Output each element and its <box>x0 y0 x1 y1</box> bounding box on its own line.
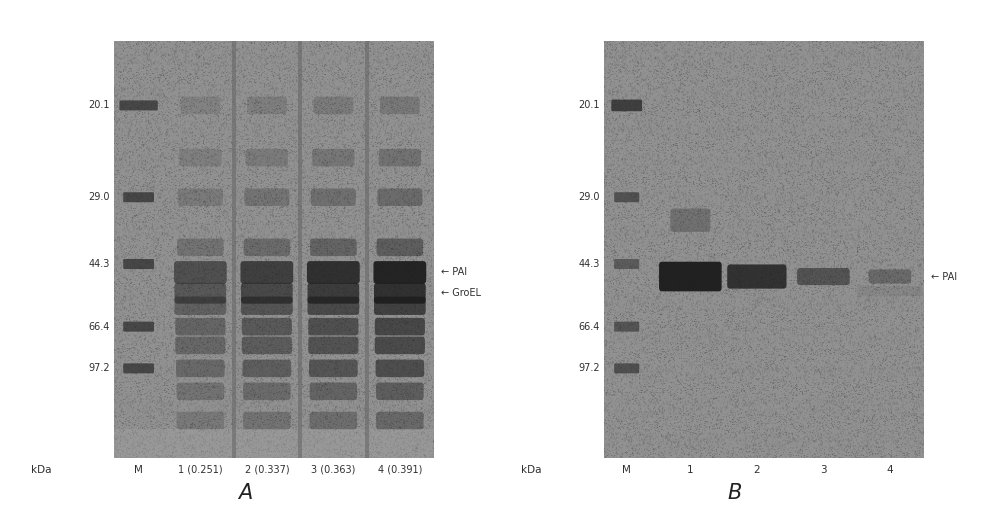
FancyBboxPatch shape <box>311 188 356 206</box>
FancyBboxPatch shape <box>178 188 223 206</box>
Text: 97.2: 97.2 <box>88 363 110 374</box>
Text: M: M <box>622 465 631 475</box>
FancyBboxPatch shape <box>119 100 158 110</box>
FancyBboxPatch shape <box>177 412 224 429</box>
FancyBboxPatch shape <box>309 359 358 377</box>
Text: 2 (0.337): 2 (0.337) <box>245 465 289 475</box>
FancyBboxPatch shape <box>376 412 424 429</box>
FancyBboxPatch shape <box>244 239 290 256</box>
FancyBboxPatch shape <box>174 283 226 304</box>
FancyBboxPatch shape <box>307 261 360 284</box>
FancyBboxPatch shape <box>243 383 291 400</box>
FancyBboxPatch shape <box>176 359 225 377</box>
FancyBboxPatch shape <box>375 336 425 354</box>
Text: 97.2: 97.2 <box>578 363 600 374</box>
FancyBboxPatch shape <box>310 412 357 429</box>
FancyBboxPatch shape <box>247 97 287 114</box>
FancyBboxPatch shape <box>242 336 292 354</box>
FancyBboxPatch shape <box>376 359 424 377</box>
Text: ← GroEL: ← GroEL <box>441 288 481 298</box>
FancyBboxPatch shape <box>174 297 226 315</box>
FancyBboxPatch shape <box>313 97 353 114</box>
FancyBboxPatch shape <box>179 149 222 166</box>
FancyBboxPatch shape <box>614 363 639 374</box>
FancyBboxPatch shape <box>175 336 225 354</box>
FancyBboxPatch shape <box>376 383 424 400</box>
FancyBboxPatch shape <box>174 261 227 284</box>
FancyBboxPatch shape <box>307 297 359 315</box>
FancyBboxPatch shape <box>377 239 423 256</box>
FancyBboxPatch shape <box>375 318 425 335</box>
FancyBboxPatch shape <box>611 100 642 111</box>
FancyBboxPatch shape <box>670 209 710 232</box>
FancyBboxPatch shape <box>380 97 420 114</box>
Text: 3: 3 <box>820 465 827 475</box>
Text: kDa: kDa <box>521 465 541 475</box>
Text: 1: 1 <box>687 465 694 475</box>
FancyBboxPatch shape <box>308 318 358 335</box>
FancyBboxPatch shape <box>310 239 357 256</box>
Text: 20.1: 20.1 <box>579 100 600 110</box>
Text: 44.3: 44.3 <box>89 259 110 269</box>
Text: 3 (0.363): 3 (0.363) <box>311 465 356 475</box>
FancyBboxPatch shape <box>243 412 291 429</box>
FancyBboxPatch shape <box>177 383 224 400</box>
Text: 66.4: 66.4 <box>579 322 600 332</box>
Text: 66.4: 66.4 <box>89 322 110 332</box>
FancyBboxPatch shape <box>177 239 224 256</box>
FancyBboxPatch shape <box>374 283 426 304</box>
FancyBboxPatch shape <box>857 286 923 296</box>
FancyBboxPatch shape <box>232 41 236 458</box>
FancyBboxPatch shape <box>797 268 850 285</box>
FancyBboxPatch shape <box>241 297 293 315</box>
Text: 20.1: 20.1 <box>89 100 110 110</box>
FancyBboxPatch shape <box>614 322 639 332</box>
FancyBboxPatch shape <box>614 259 639 269</box>
Text: kDa: kDa <box>31 465 51 475</box>
FancyBboxPatch shape <box>308 336 358 354</box>
FancyBboxPatch shape <box>241 283 293 304</box>
FancyBboxPatch shape <box>123 259 154 269</box>
FancyBboxPatch shape <box>180 97 220 114</box>
Text: B: B <box>728 483 742 503</box>
Text: ← PAI: ← PAI <box>441 267 467 277</box>
FancyBboxPatch shape <box>614 192 639 202</box>
FancyBboxPatch shape <box>242 318 292 335</box>
FancyBboxPatch shape <box>123 322 154 332</box>
FancyBboxPatch shape <box>310 383 357 400</box>
Text: M: M <box>134 465 143 475</box>
FancyBboxPatch shape <box>374 297 426 315</box>
FancyBboxPatch shape <box>312 149 355 166</box>
FancyBboxPatch shape <box>123 363 154 374</box>
Text: 4 (0.391): 4 (0.391) <box>378 465 422 475</box>
FancyBboxPatch shape <box>244 188 289 206</box>
FancyBboxPatch shape <box>123 192 154 202</box>
Text: 29.0: 29.0 <box>89 192 110 202</box>
Text: 2: 2 <box>754 465 760 475</box>
FancyBboxPatch shape <box>114 429 433 458</box>
FancyBboxPatch shape <box>240 261 293 284</box>
FancyBboxPatch shape <box>307 283 359 304</box>
FancyBboxPatch shape <box>373 261 426 284</box>
FancyBboxPatch shape <box>298 41 302 458</box>
FancyBboxPatch shape <box>365 41 368 458</box>
Text: 4: 4 <box>887 465 893 475</box>
Text: A: A <box>238 483 252 503</box>
Text: 1 (0.251): 1 (0.251) <box>178 465 223 475</box>
Text: ← PAI: ← PAI <box>931 271 957 281</box>
FancyBboxPatch shape <box>869 269 911 284</box>
FancyBboxPatch shape <box>246 149 288 166</box>
FancyBboxPatch shape <box>243 359 291 377</box>
FancyBboxPatch shape <box>379 149 421 166</box>
Text: 29.0: 29.0 <box>579 192 600 202</box>
FancyBboxPatch shape <box>377 188 422 206</box>
Text: 44.3: 44.3 <box>579 259 600 269</box>
FancyBboxPatch shape <box>175 318 225 335</box>
FancyBboxPatch shape <box>659 262 722 291</box>
FancyBboxPatch shape <box>727 265 786 289</box>
